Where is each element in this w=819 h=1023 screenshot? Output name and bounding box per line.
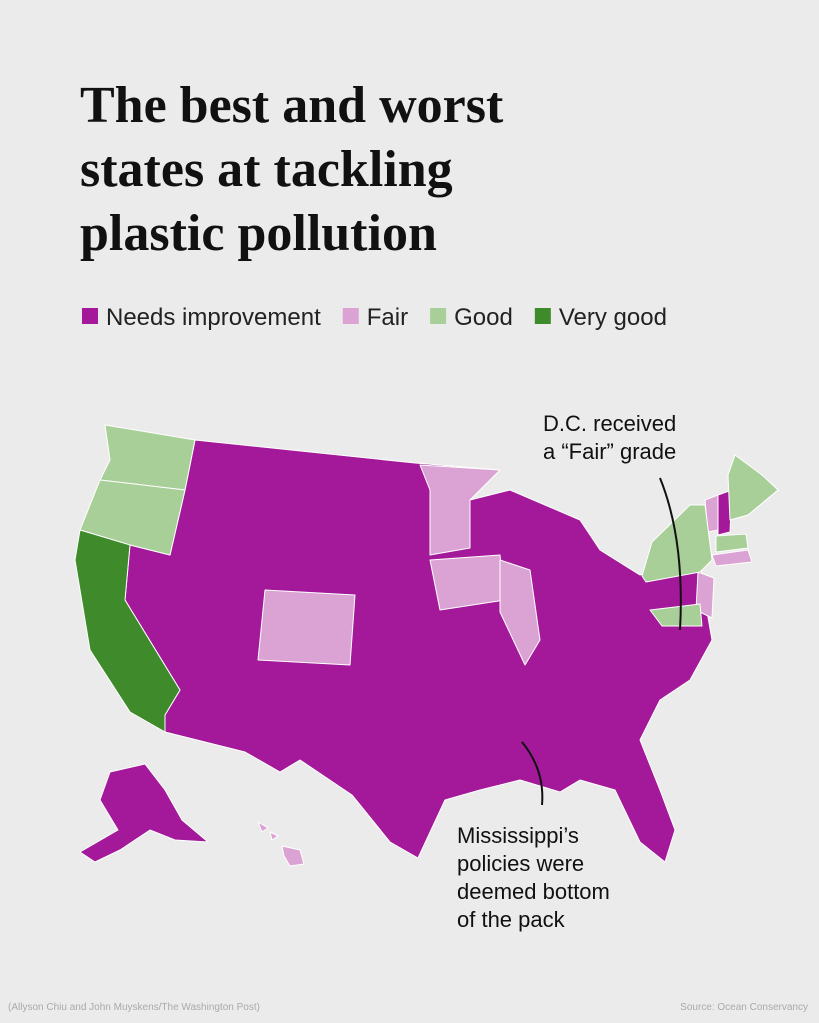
legend-label: Needs improvement [106, 304, 321, 331]
state-region [429, 554, 506, 611]
state-region [79, 479, 186, 556]
state-region [711, 549, 753, 567]
state-region [79, 763, 209, 863]
credit: (Allyson Chiu and John Muyskens/The Wash… [8, 1002, 260, 1013]
legend-swatch [342, 308, 359, 324]
dc-leader [659, 477, 682, 631]
state-region [717, 489, 733, 536]
legend-swatch [430, 308, 447, 324]
state-region [649, 603, 703, 627]
legend-label: Very good [559, 304, 667, 331]
us-map [74, 424, 779, 867]
state-region [269, 831, 279, 841]
annotation-line: D.C. received [543, 411, 676, 436]
legend-swatch [82, 308, 98, 324]
legend-label: Good [454, 304, 513, 331]
annotation-line: a “Fair” grade [543, 439, 676, 464]
state-region [257, 589, 356, 666]
state-region [281, 845, 305, 867]
title-line: plastic pollution [80, 205, 437, 262]
annotation-line: Mississippi’s [457, 823, 579, 848]
annotation-line: deemed bottom [457, 879, 610, 904]
annotation-line: policies were [457, 851, 584, 876]
state-region [715, 533, 749, 553]
state-region [257, 821, 269, 833]
source: Source: Ocean Conservancy [680, 1002, 808, 1013]
state-region [499, 559, 541, 666]
annotation-line: of the pack [457, 907, 566, 932]
ms-leader [521, 741, 544, 806]
legend-swatch [534, 308, 551, 324]
title-line: The best and worst [80, 77, 504, 134]
state-region [727, 454, 779, 521]
title-line: states at tackling [80, 141, 453, 198]
state-region [74, 529, 181, 733]
state-region [419, 464, 501, 556]
legend-label: Fair [367, 304, 408, 331]
